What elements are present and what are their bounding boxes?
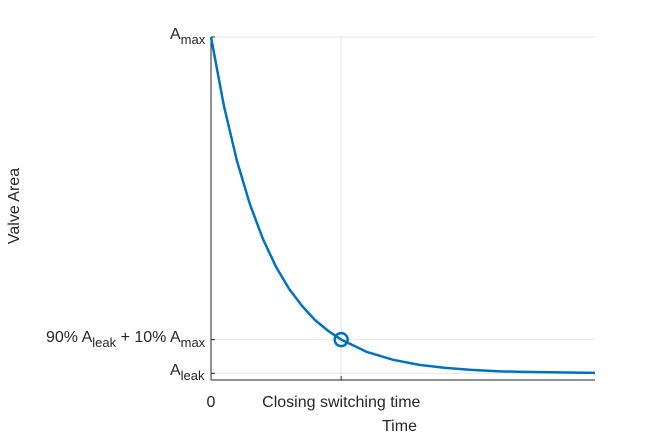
- axes: [210, 36, 595, 381]
- grid: [210, 36, 595, 380]
- y-axis-label: Valve Area: [6, 167, 24, 245]
- closing-point-marker: [333, 331, 349, 348]
- y-tick-label: 90% Aleak + 10% Amax: [46, 328, 206, 350]
- series: [209, 36, 596, 375]
- x-tick-label: Closing switching time: [262, 394, 421, 411]
- series-line: [209, 36, 596, 375]
- x-tick-label: 0: [206, 394, 216, 411]
- x-axis-label: Time: [382, 418, 417, 435]
- y-tick-label: Amax: [170, 26, 206, 47]
- markers: [333, 331, 349, 348]
- y-tick-label: Aleak: [170, 362, 205, 384]
